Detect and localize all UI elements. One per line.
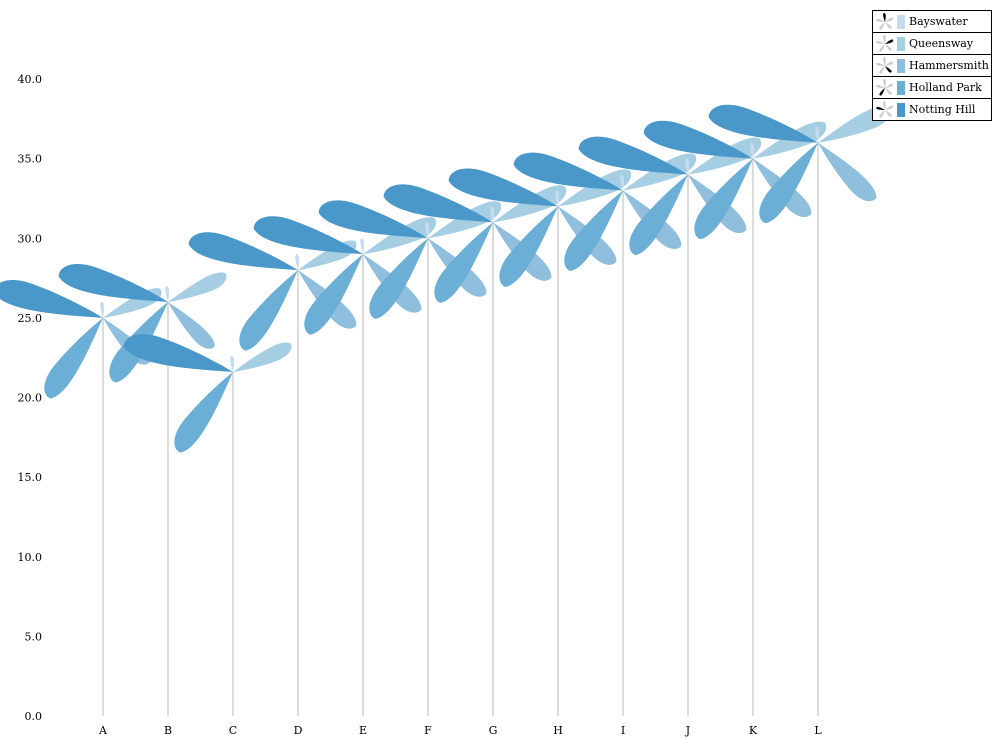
blade-holland-park[interactable] [231, 266, 310, 354]
blade-bayswater[interactable] [620, 174, 625, 191]
legend-label: Bayswater [909, 15, 968, 28]
windmill-icon [876, 34, 894, 52]
blade-bayswater[interactable] [295, 254, 300, 271]
blade-notting-hill[interactable] [446, 161, 560, 225]
legend-item[interactable]: Notting Hill [873, 98, 991, 120]
y-tick-label: 5.0 [25, 630, 43, 643]
blade-bayswater[interactable] [555, 190, 560, 207]
blade-hammersmith[interactable] [165, 295, 218, 354]
y-tick-label: 40.0 [18, 73, 43, 86]
blade-notting-hill[interactable] [0, 272, 106, 336]
x-tick-label: A [98, 724, 108, 737]
blade-holland-park[interactable] [36, 314, 115, 402]
blade-bayswater[interactable] [685, 158, 690, 175]
x-tick-label: H [553, 724, 563, 737]
x-tick-label: K [749, 724, 758, 737]
blade-notting-hill[interactable] [186, 224, 300, 288]
blade-bayswater[interactable] [100, 301, 105, 318]
y-tick-label: 35.0 [18, 153, 43, 166]
blade-holland-park[interactable] [361, 234, 440, 322]
blade-bayswater[interactable] [750, 142, 755, 159]
x-tick-label: F [424, 724, 432, 737]
y-tick-label: 30.0 [18, 232, 43, 245]
y-tick-label: 20.0 [18, 392, 43, 405]
blade-bayswater[interactable] [230, 356, 235, 373]
x-tick-label: J [685, 724, 690, 737]
blade-notting-hill[interactable] [316, 193, 430, 257]
blade-notting-hill[interactable] [56, 256, 170, 320]
blade-notting-hill[interactable] [641, 113, 755, 177]
plot-area [0, 97, 892, 716]
blade-bayswater[interactable] [165, 285, 170, 302]
windmill-icon [876, 78, 894, 96]
legend-swatch [897, 102, 905, 117]
legend-label: Hammersmith [909, 59, 989, 72]
x-tick-label: C [229, 724, 237, 737]
blade-bayswater[interactable] [815, 126, 820, 143]
y-tick-label: 25.0 [18, 312, 43, 325]
legend-item[interactable]: Holland Park [873, 76, 991, 98]
blade-notting-hill[interactable] [251, 209, 365, 273]
blade-notting-hill[interactable] [381, 177, 495, 241]
legend-swatch [897, 36, 905, 51]
legend-label: Holland Park [909, 81, 982, 94]
windmill-icon [876, 56, 894, 74]
blade-bayswater[interactable] [490, 206, 495, 223]
blade-holland-park[interactable] [491, 202, 570, 290]
blade-notting-hill[interactable] [706, 97, 820, 161]
blade-holland-park[interactable] [296, 250, 375, 338]
blade-notting-hill[interactable] [121, 326, 235, 390]
y-tick-label: 0.0 [25, 710, 43, 723]
blade-holland-park[interactable] [166, 368, 245, 456]
blade-bayswater[interactable] [360, 238, 365, 255]
blade-bayswater[interactable] [425, 222, 430, 239]
x-tick-label: B [164, 724, 172, 737]
x-tick-label: G [489, 724, 498, 737]
x-axis: A B C D E F G H I J K L [98, 724, 822, 737]
legend-swatch [897, 58, 905, 73]
legend-item[interactable]: Queensway [873, 32, 991, 54]
legend-label: Queensway [909, 37, 974, 50]
legend-item[interactable]: Hammersmith [873, 54, 991, 76]
blade-holland-park[interactable] [556, 186, 635, 274]
legend-item[interactable]: Bayswater [873, 11, 991, 32]
x-tick-label: L [814, 724, 822, 737]
blade-queensway[interactable] [229, 340, 294, 376]
windmill-icon [876, 100, 894, 118]
blade-notting-hill[interactable] [576, 129, 690, 193]
legend-label: Notting Hill [909, 103, 976, 116]
y-tick-label: 15.0 [18, 471, 43, 484]
legend-swatch [897, 80, 905, 95]
blade-queensway[interactable] [164, 270, 229, 306]
x-tick-label: D [294, 724, 303, 737]
blade-hammersmith[interactable] [814, 134, 880, 208]
x-tick-label: I [621, 724, 625, 737]
blade-holland-park[interactable] [426, 218, 505, 306]
windmill-icon [876, 12, 894, 30]
blade-holland-park[interactable] [751, 138, 830, 226]
blade-holland-park[interactable] [621, 170, 700, 258]
x-tick-label: E [359, 724, 367, 737]
legend-swatch [897, 14, 905, 29]
blade-holland-park[interactable] [686, 154, 765, 242]
blade-notting-hill[interactable] [511, 145, 625, 209]
y-tick-label: 10.0 [18, 551, 43, 564]
y-axis: 0.0 5.0 10.0 15.0 20.0 25.0 30.0 35.0 40.0 [18, 73, 43, 723]
legend: Bayswater Queensway Hammersmith Holland Par… [872, 10, 992, 121]
